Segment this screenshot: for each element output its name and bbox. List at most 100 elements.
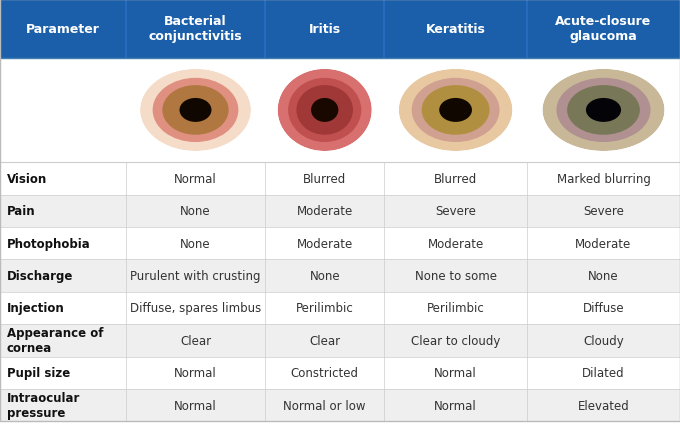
- Bar: [265, 163, 384, 195]
- Bar: [527, 357, 680, 389]
- Bar: [126, 227, 265, 260]
- Bar: [265, 292, 384, 325]
- Text: Perilimbic: Perilimbic: [296, 302, 354, 315]
- Bar: [384, 195, 527, 227]
- Text: Normal or low: Normal or low: [284, 399, 366, 412]
- Text: Pain: Pain: [7, 205, 35, 218]
- Text: Vision: Vision: [7, 172, 47, 185]
- Ellipse shape: [152, 79, 239, 143]
- Bar: [384, 163, 527, 195]
- Text: Dilated: Dilated: [582, 366, 625, 379]
- Bar: [0, 260, 126, 292]
- Text: Purulent with crusting: Purulent with crusting: [131, 270, 260, 283]
- Bar: [527, 195, 680, 227]
- Text: Blurred: Blurred: [434, 172, 477, 185]
- Ellipse shape: [276, 68, 373, 153]
- Bar: [265, 227, 384, 260]
- Text: Intraocular
pressure: Intraocular pressure: [7, 391, 80, 419]
- Bar: [0, 357, 126, 389]
- Bar: [527, 260, 680, 292]
- Text: Parameter: Parameter: [26, 23, 100, 36]
- Text: None to some: None to some: [415, 270, 496, 283]
- Bar: [0, 59, 126, 163]
- Ellipse shape: [163, 86, 228, 135]
- Ellipse shape: [411, 79, 500, 143]
- Bar: [527, 227, 680, 260]
- Bar: [126, 325, 265, 357]
- Bar: [384, 260, 527, 292]
- Bar: [0, 227, 126, 260]
- Text: Normal: Normal: [174, 366, 217, 379]
- Bar: [126, 59, 265, 163]
- Bar: [384, 0, 527, 59]
- Text: Moderate: Moderate: [575, 237, 632, 250]
- Ellipse shape: [138, 68, 253, 153]
- Bar: [384, 59, 527, 163]
- Text: Bacterial
conjunctivitis: Bacterial conjunctivitis: [149, 15, 242, 43]
- Bar: [265, 357, 384, 389]
- Bar: [0, 325, 126, 357]
- Text: Perilimbic: Perilimbic: [427, 302, 484, 315]
- Bar: [126, 357, 265, 389]
- Text: None: None: [588, 270, 619, 283]
- Bar: [126, 260, 265, 292]
- Bar: [265, 325, 384, 357]
- Text: Discharge: Discharge: [7, 270, 73, 283]
- Bar: [265, 0, 384, 59]
- Text: Iritis: Iritis: [309, 23, 341, 36]
- Text: Diffuse, spares limbus: Diffuse, spares limbus: [130, 302, 261, 315]
- Text: Moderate: Moderate: [296, 205, 353, 218]
- Bar: [265, 260, 384, 292]
- Bar: [126, 389, 265, 421]
- Text: Elevated: Elevated: [577, 399, 630, 412]
- Bar: [0, 389, 126, 421]
- Bar: [126, 0, 265, 59]
- Bar: [384, 389, 527, 421]
- Bar: [265, 59, 384, 163]
- Text: Clear: Clear: [309, 334, 340, 347]
- Bar: [126, 195, 265, 227]
- Text: Normal: Normal: [435, 399, 477, 412]
- Text: Clear to cloudy: Clear to cloudy: [411, 334, 500, 347]
- Text: None: None: [180, 237, 211, 250]
- Bar: [527, 325, 680, 357]
- Bar: [527, 59, 680, 163]
- Ellipse shape: [541, 68, 666, 153]
- Text: Moderate: Moderate: [296, 237, 353, 250]
- Text: Moderate: Moderate: [428, 237, 483, 250]
- Text: Cloudy: Cloudy: [583, 334, 624, 347]
- Bar: [384, 292, 527, 325]
- Ellipse shape: [296, 86, 353, 135]
- Bar: [384, 325, 527, 357]
- Bar: [126, 163, 265, 195]
- Ellipse shape: [439, 99, 472, 123]
- Text: Clear: Clear: [180, 334, 211, 347]
- Text: Normal: Normal: [435, 366, 477, 379]
- Ellipse shape: [567, 86, 640, 135]
- Text: None: None: [180, 205, 211, 218]
- Bar: [265, 389, 384, 421]
- Text: Marked blurring: Marked blurring: [556, 172, 651, 185]
- Text: Appearance of
cornea: Appearance of cornea: [7, 327, 103, 355]
- Text: Severe: Severe: [435, 205, 476, 218]
- Bar: [126, 292, 265, 325]
- Ellipse shape: [311, 99, 339, 123]
- Bar: [384, 357, 527, 389]
- Text: Acute-closure
glaucoma: Acute-closure glaucoma: [556, 15, 651, 43]
- Ellipse shape: [556, 79, 651, 143]
- Bar: [527, 389, 680, 421]
- Bar: [527, 0, 680, 59]
- Text: Severe: Severe: [583, 205, 624, 218]
- Bar: [0, 0, 126, 59]
- Text: Diffuse: Diffuse: [583, 302, 624, 315]
- Text: Normal: Normal: [174, 399, 217, 412]
- Ellipse shape: [180, 99, 211, 123]
- Ellipse shape: [422, 86, 490, 135]
- Ellipse shape: [397, 68, 514, 153]
- Text: Pupil size: Pupil size: [7, 366, 70, 379]
- Bar: [384, 227, 527, 260]
- Text: Normal: Normal: [174, 172, 217, 185]
- Text: Injection: Injection: [7, 302, 65, 315]
- Bar: [0, 292, 126, 325]
- Bar: [527, 163, 680, 195]
